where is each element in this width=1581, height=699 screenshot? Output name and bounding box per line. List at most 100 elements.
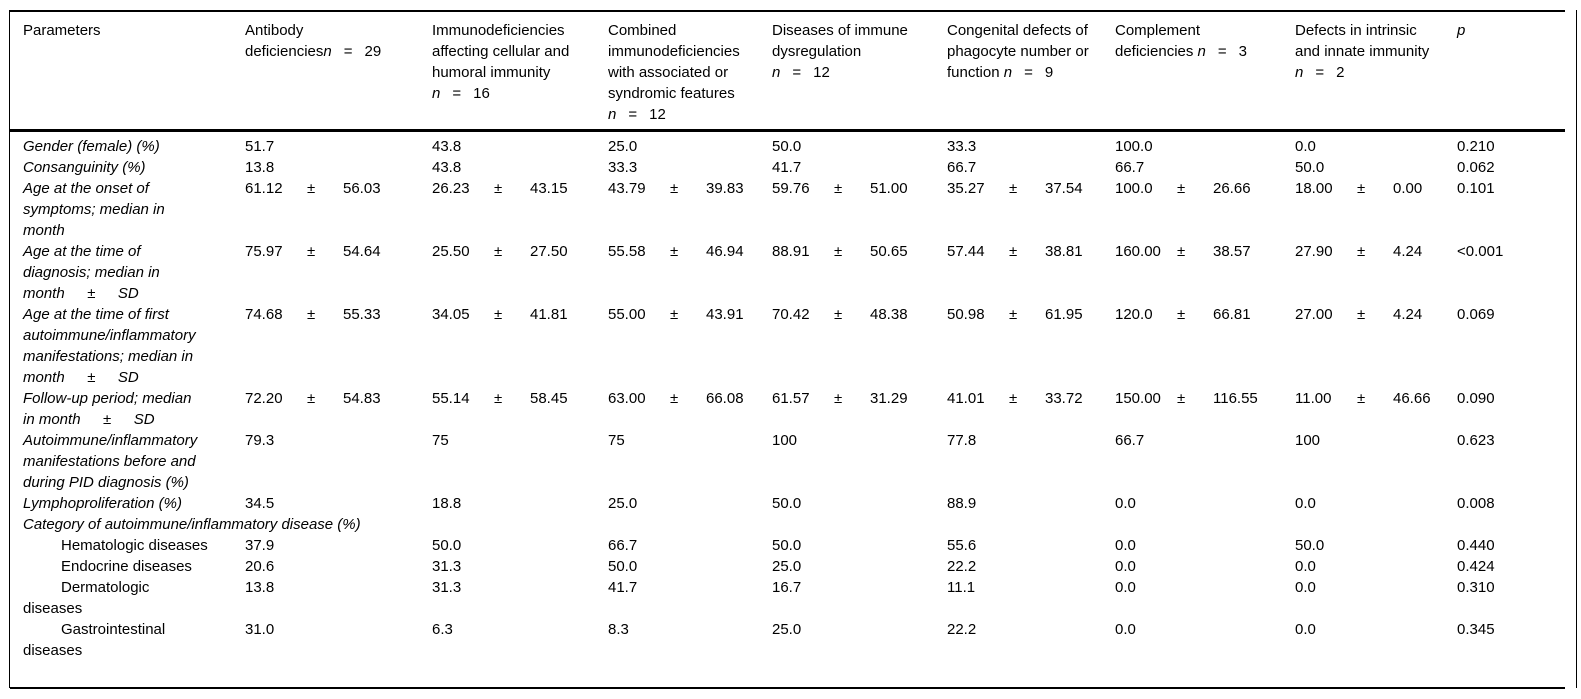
value-cell: 27.90 ±4.24 [1295, 241, 1457, 304]
header-row: Parameters Antibody deficienciesn = 29 Immun… [10, 11, 1565, 132]
sd-value: 46.94 [706, 243, 744, 260]
value-cell: 25.0 [772, 558, 802, 575]
median-value: 70.42 [772, 306, 810, 323]
column-header-phagocyte-defects: Congenital defects of phagocyte number o… [947, 11, 1115, 132]
plus-minus-sign: ± [307, 243, 316, 260]
sd-value: 33.72 [1045, 390, 1083, 407]
median-value: 55.00 [608, 306, 646, 323]
column-header-antibody-deficiencies: Antibody deficienciesn = 29 [245, 11, 432, 132]
table-row: Age at the time of diagnosis; median in … [10, 241, 1565, 304]
median-value: 43.79 [608, 180, 646, 197]
row-label: Autoimmune/inflammatory manifestations b… [23, 432, 198, 491]
column-header-label: Antibody deficiencies [245, 22, 324, 60]
sd-value: 0.00 [1393, 180, 1423, 197]
value-cell: 75.97 ±54.64 [245, 241, 432, 304]
row-label: Gastrointestinal diseases [23, 621, 166, 659]
table-row: Endocrine diseases 20.6 31.3 50.0 25.0 22.2 0.… [10, 556, 1565, 577]
row-label: Follow-up period; median in month ± SD [23, 390, 192, 428]
row-label: Dermatologic diseases [23, 579, 150, 617]
sample-size: n = 3 [1197, 43, 1247, 60]
p-value-cell: 0.101 [1457, 180, 1495, 197]
column-header-parameters: Parameters [10, 11, 245, 132]
table-row: Hematologic diseases 37.9 50.0 66.7 50.0 55.6… [10, 535, 1565, 556]
median-value: 55.58 [608, 243, 646, 260]
value-cell: 20.6 [245, 558, 275, 575]
column-header-label: Defects in intrinsic and innate immunity [1295, 22, 1430, 60]
p-value-cell: 0.440 [1457, 537, 1495, 554]
median-value: 74.68 [245, 306, 283, 323]
value-cell: 13.8 [245, 579, 275, 596]
plus-minus-sign: ± [1357, 243, 1366, 260]
sd-value: 43.15 [530, 180, 568, 197]
table-row: Gastrointestinal diseases 31.0 6.3 8.3 25.0 2… [10, 619, 1565, 688]
plus-minus-sign: ± [494, 306, 503, 323]
sd-value: 66.08 [706, 390, 744, 407]
value-cell: 0.0 [1295, 558, 1316, 575]
value-cell: 43.79 ±39.83 [608, 178, 772, 241]
value-cell: 13.8 [245, 159, 275, 176]
value-cell: 11.00 ±46.66 [1295, 388, 1457, 430]
value-cell: 22.2 [947, 558, 977, 575]
p-value-cell: 0.210 [1457, 138, 1495, 155]
plus-minus-sign: ± [494, 390, 503, 407]
table-row: Dermatologic diseases 13.8 31.3 41.7 16.7 11.… [10, 577, 1565, 619]
sd-value: 58.45 [530, 390, 568, 407]
median-value: 100.0 [1115, 180, 1153, 197]
sd-value: 4.24 [1393, 243, 1423, 260]
median-value: 18.00 [1295, 180, 1333, 197]
plus-minus-sign: ± [1357, 306, 1366, 323]
value-cell: 77.8 [947, 432, 977, 449]
plus-minus-sign: ± [1009, 180, 1018, 197]
row-label: Hematologic diseases [61, 537, 208, 554]
value-cell: 100.0 [1115, 138, 1153, 155]
median-value: 59.76 [772, 180, 810, 197]
value-cell: 50.0 [1295, 537, 1325, 554]
median-value: 27.00 [1295, 306, 1333, 323]
value-cell: 55.6 [947, 537, 977, 554]
table-header: Parameters Antibody deficienciesn = 29 Immun… [10, 11, 1565, 132]
row-label: Age at the time of diagnosis; median in … [23, 243, 160, 302]
row-label: Consanguinity (%) [23, 159, 146, 176]
value-cell: 8.3 [608, 621, 629, 638]
value-cell: 6.3 [432, 621, 453, 638]
value-cell: 50.0 [432, 537, 462, 554]
column-header-label: Congenital defects of phagocyte number o… [947, 22, 1089, 81]
table-row: Follow-up period; median in month ± SD 72… [10, 388, 1565, 430]
value-cell: 31.0 [245, 621, 275, 638]
median-value: 150.00 [1115, 390, 1161, 407]
median-value: 72.20 [245, 390, 283, 407]
row-label: Age at the onset of symptoms; median in … [23, 180, 165, 239]
plus-minus-sign: ± [1009, 306, 1018, 323]
sd-value: 43.91 [706, 306, 744, 323]
p-value-cell: <0.001 [1457, 243, 1504, 260]
column-header-label: Immunodeficiencies affecting cellular an… [432, 22, 570, 81]
plus-minus-sign: ± [670, 390, 679, 407]
value-cell: 43.8 [432, 138, 462, 155]
value-cell: 34.05 ±41.81 [432, 304, 608, 388]
p-value-cell: 0.062 [1457, 159, 1495, 176]
median-value: 75.97 [245, 243, 283, 260]
median-value: 57.44 [947, 243, 985, 260]
plus-minus-sign: ± [670, 306, 679, 323]
value-cell: 41.01 ±33.72 [947, 388, 1115, 430]
value-cell: 34.5 [245, 495, 275, 512]
median-value: 50.98 [947, 306, 985, 323]
value-cell: 50.0 [608, 558, 638, 575]
value-cell: 37.9 [245, 537, 275, 554]
sd-value: 51.00 [870, 180, 908, 197]
p-value-cell: 0.090 [1457, 390, 1495, 407]
value-cell: 16.7 [772, 579, 802, 596]
sample-size: n = 12 [772, 64, 830, 81]
value-cell: 88.9 [947, 495, 977, 512]
median-value: 120.0 [1115, 306, 1153, 323]
median-value: 25.50 [432, 243, 470, 260]
value-cell: 27.00 ±4.24 [1295, 304, 1457, 388]
value-cell: 61.12 ±56.03 [245, 178, 432, 241]
value-cell: 100 [1295, 432, 1321, 449]
value-cell: 50.98 ±61.95 [947, 304, 1115, 388]
table-row: Consanguinity (%) 13.8 43.8 33.3 41.7 66.7 66.… [10, 157, 1565, 178]
table-body: Gender (female) (%) 51.7 43.8 25.0 50.0 33.3 1… [10, 131, 1565, 689]
column-header-label: Diseases of immune dysregulation [772, 22, 908, 60]
value-cell: 150.00 ±116.55 [1115, 388, 1295, 430]
median-value: 61.12 [245, 180, 283, 197]
